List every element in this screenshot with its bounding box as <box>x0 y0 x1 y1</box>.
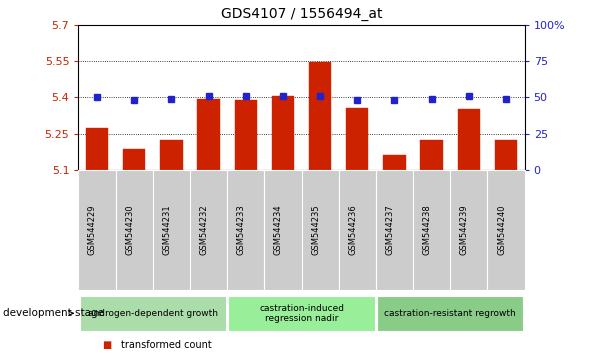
Text: GSM544236: GSM544236 <box>349 205 358 256</box>
Bar <box>123 149 145 170</box>
Text: GSM544233: GSM544233 <box>237 205 246 256</box>
Bar <box>420 140 443 170</box>
Text: ■: ■ <box>103 340 112 350</box>
Text: castration-induced
regression nadir: castration-induced regression nadir <box>259 304 344 323</box>
Text: GSM544234: GSM544234 <box>274 205 283 256</box>
Text: GSM544240: GSM544240 <box>497 205 506 255</box>
Text: androgen-dependent growth: androgen-dependent growth <box>88 309 218 318</box>
Text: GSM544231: GSM544231 <box>162 205 171 256</box>
Text: GSM544232: GSM544232 <box>200 205 209 256</box>
Bar <box>197 98 219 170</box>
Text: castration-resistant regrowth: castration-resistant regrowth <box>384 309 516 318</box>
Text: GSM544238: GSM544238 <box>423 205 432 256</box>
Bar <box>384 155 406 170</box>
Bar <box>86 127 108 170</box>
Text: GSM544229: GSM544229 <box>88 205 97 255</box>
Text: GSM544237: GSM544237 <box>385 205 394 256</box>
Bar <box>160 140 183 170</box>
Text: GSM544235: GSM544235 <box>311 205 320 256</box>
Text: development stage: development stage <box>3 308 104 318</box>
Bar <box>458 109 480 170</box>
Bar <box>235 100 257 170</box>
Bar <box>272 96 294 170</box>
Bar <box>495 140 517 170</box>
Text: GDS4107 / 1556494_at: GDS4107 / 1556494_at <box>221 7 382 21</box>
Text: GSM544239: GSM544239 <box>460 205 469 256</box>
Text: transformed count: transformed count <box>121 340 211 350</box>
Bar <box>346 108 368 170</box>
Text: GSM544230: GSM544230 <box>125 205 134 256</box>
Bar <box>309 62 331 170</box>
